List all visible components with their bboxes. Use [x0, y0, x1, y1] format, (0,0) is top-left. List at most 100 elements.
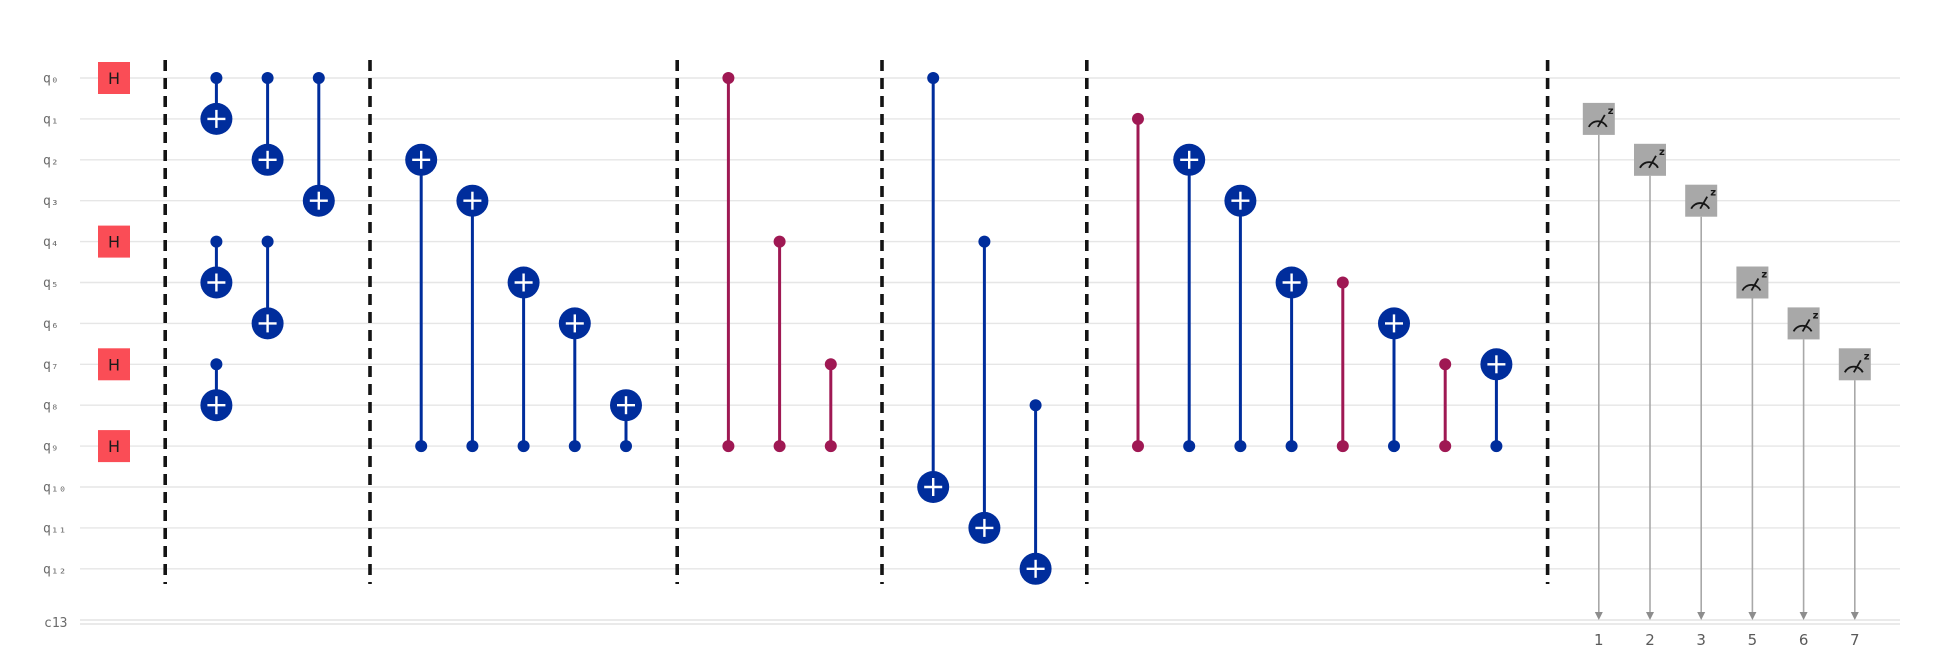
h-gate-3: H	[98, 430, 130, 463]
qubit-label-5: q₅	[43, 276, 59, 291]
meter-icon	[1690, 202, 1711, 210]
classical-register-label: c13	[44, 616, 67, 631]
meter-needle	[1750, 278, 1760, 291]
cz-gate-23	[1439, 358, 1452, 453]
measure-arrow	[1646, 612, 1654, 620]
meter-needle	[1801, 318, 1811, 332]
qubit-label-7: q₇	[43, 358, 59, 373]
cx-gate-20	[1275, 266, 1308, 453]
cx-gate-14	[917, 72, 950, 503]
measure-arrow	[1594, 612, 1603, 620]
classical-bit-label: 7	[1850, 631, 1860, 649]
cx-gate-3	[200, 235, 233, 299]
measure-box	[1582, 102, 1615, 135]
control-dot	[517, 440, 530, 453]
cz-dot-b	[1439, 440, 1452, 453]
classical-bit-label: 2	[1645, 631, 1655, 649]
cx-gate-19	[1224, 184, 1257, 453]
cx-gate-22	[1378, 307, 1410, 453]
classical-bit-label: 3	[1696, 631, 1706, 649]
measure-basis-label: z	[1864, 351, 1870, 362]
cz-dot-a	[722, 72, 735, 84]
cz-gate-12	[773, 235, 786, 453]
cx-gate-18	[1173, 143, 1206, 453]
measure-gate-0: z1	[1582, 102, 1615, 649]
control-dot	[415, 440, 428, 453]
meter-needle	[1597, 114, 1606, 128]
cx-gate-8	[507, 266, 540, 453]
control-dot	[210, 72, 223, 84]
measure-box	[1736, 266, 1769, 299]
meter-icon	[1639, 161, 1659, 169]
cz-dot-a	[824, 358, 837, 371]
classical-bit-label: 5	[1748, 631, 1758, 649]
h-gate-label: H	[108, 355, 120, 374]
h-gate-box	[98, 62, 130, 94]
qubit-label-9: q₉	[43, 440, 59, 455]
meter-needle	[1699, 196, 1708, 210]
h-gate-2: H	[98, 348, 130, 381]
control-dot	[568, 440, 581, 453]
cz-dot-a	[773, 235, 786, 248]
meter-icon	[1741, 284, 1762, 291]
measure-basis-label: z	[1608, 106, 1614, 117]
barrier-layer	[163, 60, 1550, 584]
cz-dot-b	[773, 440, 786, 453]
meter-icon	[1843, 365, 1864, 373]
cx-gate-0	[200, 72, 233, 135]
measure-gate-1: z2	[1634, 143, 1666, 649]
h-gate-1: H	[98, 225, 130, 258]
h-gate-box	[98, 430, 130, 463]
meter-icon	[1792, 324, 1813, 332]
control-dot	[978, 235, 991, 248]
qubit-label-8: q₈	[43, 399, 59, 414]
register-label-layer: q₀ q₁ q₂ q₃ q₄ q₅ q₆ q₇ q₈ q₉ q₁₀ q₁₁ q₁₂ c13	[43, 72, 67, 632]
measure-arrow	[1799, 612, 1808, 620]
cx-gate-15	[968, 235, 1001, 544]
cx-gate-9	[558, 307, 591, 453]
control-dot	[620, 440, 632, 453]
cz-gate-13	[824, 358, 837, 453]
control-dot	[1029, 399, 1042, 412]
qubit-label-10: q₁₀	[43, 481, 66, 496]
cz-dot-a	[1132, 112, 1144, 125]
measure-basis-label: z	[1659, 147, 1665, 158]
h-gate-0: H	[98, 62, 130, 94]
h-gate-label: H	[108, 437, 120, 456]
meter-needle	[1648, 155, 1657, 169]
measure-arrow	[1850, 612, 1859, 620]
qubit-label-1: q₁	[43, 112, 59, 127]
control-dot	[466, 440, 479, 453]
cz-dot-b	[1336, 440, 1349, 453]
cz-dot-b	[1132, 440, 1144, 453]
cz-gate-11	[722, 72, 735, 453]
cz-dot-a	[1439, 358, 1452, 371]
measure-gate-5: z7	[1838, 348, 1871, 649]
control-dot	[261, 72, 274, 84]
cz-dot-b	[722, 440, 735, 453]
qubit-label-0: q₀	[43, 72, 59, 87]
cx-gate-1	[251, 72, 284, 176]
control-dot	[1388, 440, 1400, 453]
measure-basis-label: z	[1813, 310, 1819, 321]
control-dot	[1490, 440, 1503, 453]
control-dot	[1234, 440, 1247, 453]
control-dot	[927, 72, 940, 84]
control-dot	[261, 235, 274, 248]
cx-gate-6	[405, 143, 438, 453]
meter-needle	[1853, 359, 1862, 373]
measure-gate-4: z6	[1787, 307, 1820, 649]
control-dot	[1183, 440, 1196, 453]
classical-bit-label: 6	[1799, 631, 1809, 649]
measure-arrow	[1697, 612, 1706, 620]
cz-gate-17	[1132, 112, 1144, 453]
meter-icon	[1587, 120, 1608, 128]
qubit-label-11: q₁₁	[43, 521, 66, 536]
cx-gate-16	[1019, 399, 1052, 585]
h-gate-label: H	[108, 69, 120, 88]
measure-box	[1787, 307, 1820, 340]
measure-box	[1685, 184, 1718, 217]
measure-gate-3: z5	[1736, 266, 1769, 649]
